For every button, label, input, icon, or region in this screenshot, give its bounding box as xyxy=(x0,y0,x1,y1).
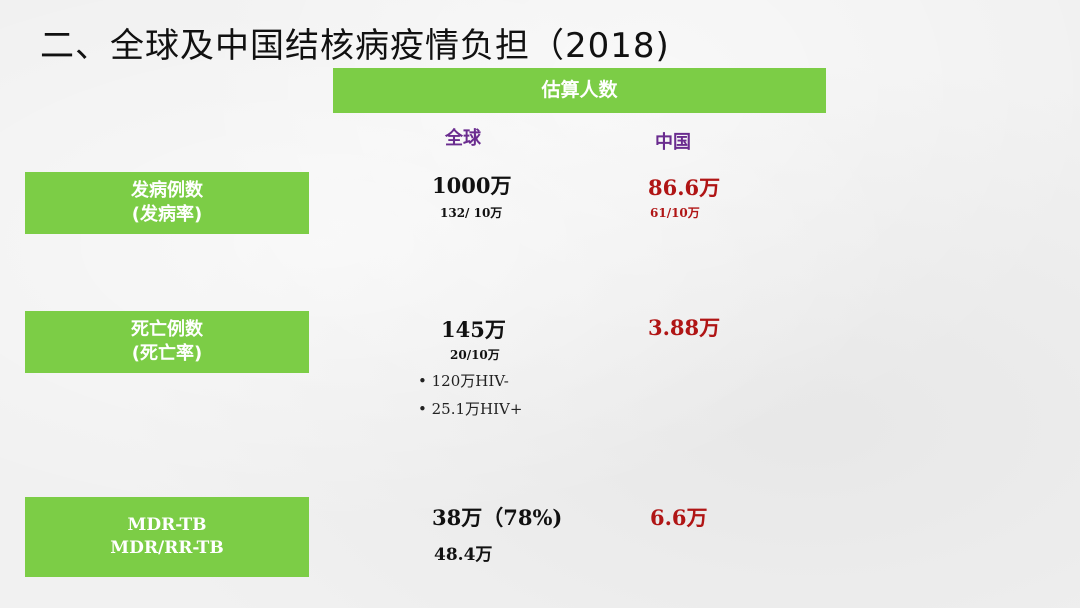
row-label-line2: (发病率) xyxy=(131,204,203,225)
deaths-china-value: 3.88万 xyxy=(648,315,721,340)
row-label-deaths: 死亡例数 (死亡率) xyxy=(25,311,309,373)
row-label-line2: (死亡率) xyxy=(131,343,203,364)
slide-title: 二、全球及中国结核病疫情负担（2018) xyxy=(40,26,670,66)
row-label-line1: MDR-TB xyxy=(127,515,207,536)
header-bar: 估算人数 xyxy=(333,68,826,113)
deaths-global-rate: 20/10万 xyxy=(450,348,500,362)
incidence-china-rate: 61/10万 xyxy=(650,206,700,220)
mdr-rr-global-value: 48.4万 xyxy=(434,545,493,565)
deaths-global-value: 145万 xyxy=(441,317,506,342)
deaths-bullet-hiv-negative: 120万HIV- xyxy=(418,370,509,391)
row-label-mdr: MDR-TB MDR/RR-TB xyxy=(25,497,309,577)
mdr-global-value: 38万（78%) xyxy=(432,505,563,530)
incidence-global-value: 1000万 xyxy=(432,173,512,198)
row-label-line1: 死亡例数 xyxy=(131,318,203,340)
row-label-line2: MDR/RR-TB xyxy=(110,538,224,558)
row-label-incidence: 发病例数 (发病率) xyxy=(25,172,309,234)
incidence-china-value: 86.6万 xyxy=(648,175,721,200)
row-label-line1: 发病例数 xyxy=(131,179,203,201)
deaths-bullet-hiv-positive: 25.1万HIV+ xyxy=(418,398,523,419)
incidence-global-rate: 132/ 10万 xyxy=(440,206,503,220)
header-label: 估算人数 xyxy=(541,78,618,101)
mdr-china-value: 6.6万 xyxy=(650,505,708,530)
column-header-china: 中国 xyxy=(655,132,691,153)
column-header-global: 全球 xyxy=(445,128,481,149)
